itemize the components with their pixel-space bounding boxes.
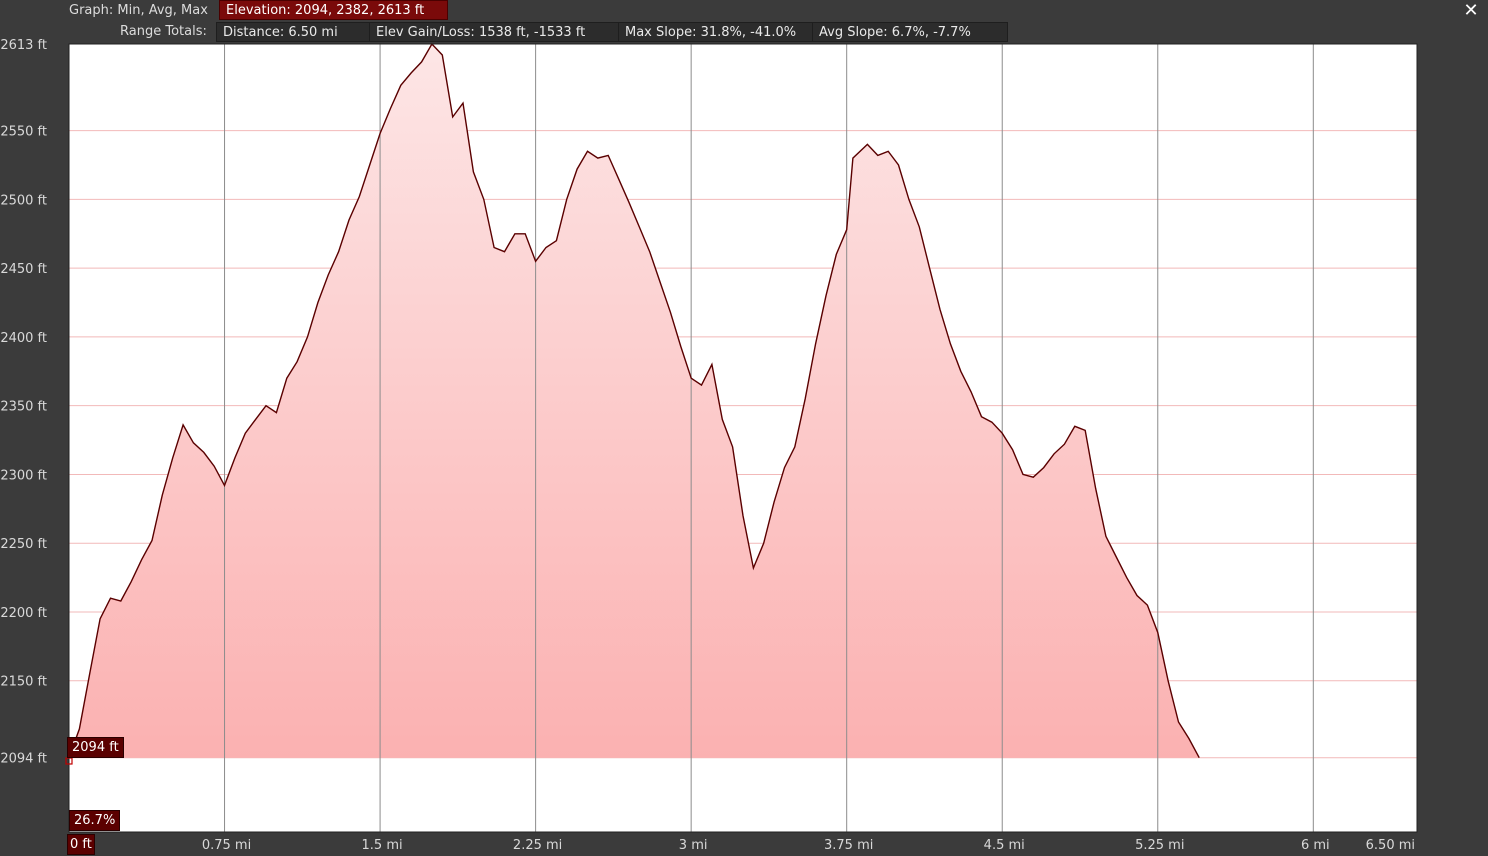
cursor-marker[interactable] bbox=[65, 757, 73, 765]
y-tick-label: 2250 ft bbox=[0, 537, 47, 552]
elev-gain-loss-stat: Elev Gain/Loss: 1538 ft, -1533 ft bbox=[369, 22, 619, 42]
y-tick-label: 2550 ft bbox=[0, 125, 47, 140]
y-tick-label: 2094 ft bbox=[0, 752, 47, 767]
y-tick-label: 2500 ft bbox=[0, 193, 47, 208]
plot-frame bbox=[68, 43, 1418, 833]
y-tick-label: 2350 ft bbox=[0, 400, 47, 415]
avg-slope-stat: Avg Slope: 6.7%, -7.7% bbox=[812, 22, 1008, 42]
graph-label: Graph: Min, Avg, Max bbox=[69, 3, 208, 18]
x-tick-label: 6.50 mi bbox=[1366, 838, 1415, 853]
y-tick-label: 2200 ft bbox=[0, 606, 47, 621]
x-tick-label: 3 mi bbox=[679, 838, 708, 853]
close-icon[interactable]: ✕ bbox=[1463, 0, 1479, 21]
distance-stat: Distance: 6.50 mi bbox=[216, 22, 371, 42]
x-tick-label: 6 mi bbox=[1301, 838, 1330, 853]
elevation-area bbox=[69, 44, 1200, 758]
x-tick-label: 5.25 mi bbox=[1135, 838, 1184, 853]
cursor-distance-label: 0 ft bbox=[67, 834, 95, 855]
elevation-stat: Elevation: 2094, 2382, 2613 ft bbox=[219, 0, 448, 20]
max-slope-stat: Max Slope: 31.8%, -41.0% bbox=[618, 22, 813, 42]
elevation-line bbox=[68, 42, 1200, 759]
y-tick-label: 2450 ft bbox=[0, 262, 47, 277]
y-tick-label: 2400 ft bbox=[0, 331, 47, 346]
cursor-elevation-label: 2094 ft bbox=[67, 737, 124, 758]
x-tick-label: 4.5 mi bbox=[984, 838, 1025, 853]
range-totals-label: Range Totals: bbox=[120, 24, 207, 39]
cursor-slope-label: 26.7% bbox=[69, 810, 121, 831]
y-tick-label: 2300 ft bbox=[0, 468, 47, 483]
x-tick-label: 1.5 mi bbox=[362, 838, 403, 853]
x-tick-label: 0.75 mi bbox=[202, 838, 251, 853]
x-tick-label: 3.75 mi bbox=[824, 838, 873, 853]
x-tick-label: 2.25 mi bbox=[513, 838, 562, 853]
y-tick-label: 2613 ft bbox=[0, 38, 47, 53]
y-tick-label: 2150 ft bbox=[0, 675, 47, 690]
